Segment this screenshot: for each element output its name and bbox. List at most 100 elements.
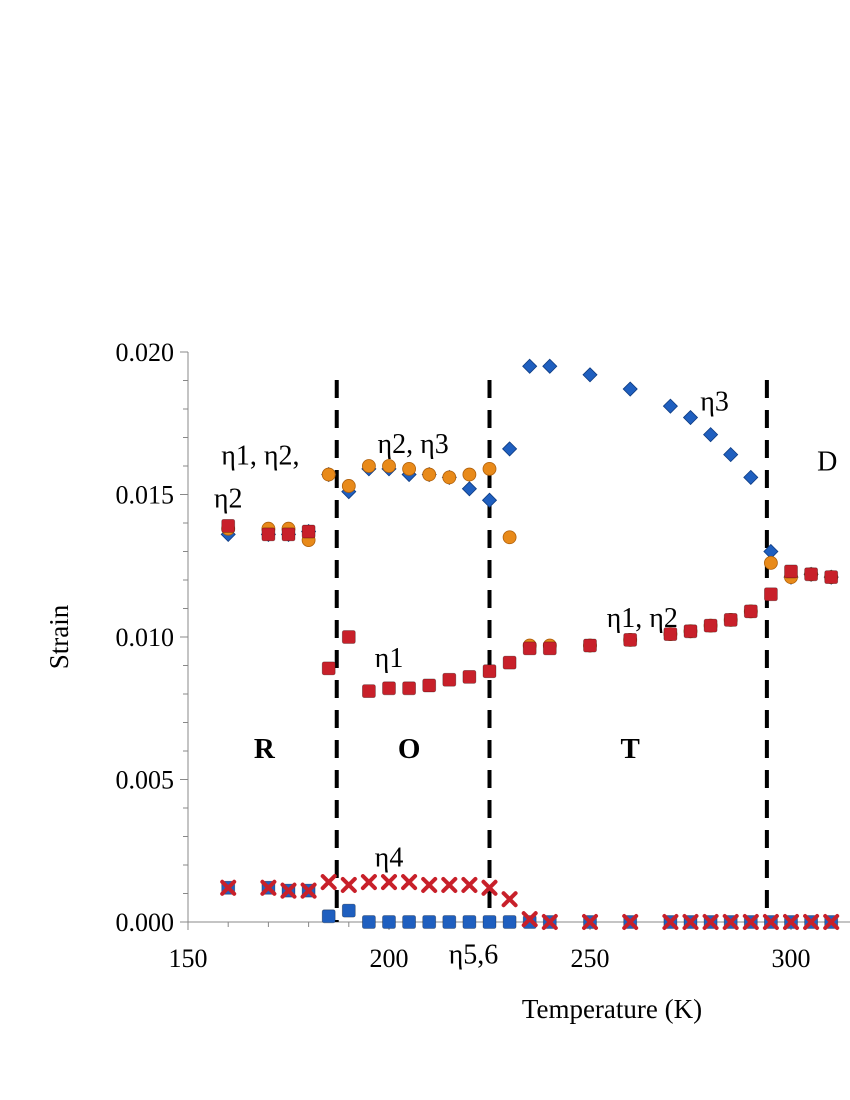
cross-point	[381, 874, 397, 891]
x-tick-label: 250	[571, 944, 610, 973]
square-point	[663, 627, 678, 642]
cross-stroke	[260, 879, 277, 896]
square-point	[462, 670, 477, 684]
square-point	[261, 527, 276, 542]
square-point	[422, 678, 437, 693]
cross-point	[360, 874, 377, 891]
square-point	[281, 527, 296, 542]
diamond-point	[662, 398, 678, 414]
cross-stroke	[622, 914, 639, 930]
cross-point	[461, 876, 478, 893]
chart-labels: η1, η2, η2 η2, η3 η3 η1 η1, η2 η4 η5,6 D R O T	[214, 386, 837, 970]
diamond-point	[461, 481, 477, 497]
square-point	[743, 604, 758, 619]
y-tick-label: 0.005	[116, 766, 175, 795]
cross-stroke	[762, 914, 779, 930]
cross-point	[501, 891, 518, 908]
cross-stroke	[803, 914, 820, 930]
circle-point	[462, 467, 477, 482]
cross-stroke	[461, 876, 478, 893]
cross-stroke	[682, 914, 699, 930]
square-point	[542, 641, 557, 656]
cross-stroke	[521, 911, 538, 928]
series-annotation: η1, η2	[607, 603, 678, 634]
cross-stroke	[280, 882, 297, 899]
square-point	[623, 632, 638, 647]
square-point	[402, 915, 417, 929]
x-tick-label: 300	[772, 944, 811, 973]
diamond-point	[743, 469, 759, 485]
square-point	[482, 915, 497, 929]
cross-stroke	[340, 876, 357, 893]
square-point	[683, 624, 698, 639]
cross-point	[823, 914, 840, 930]
cross-stroke	[541, 914, 558, 930]
circle-point	[502, 530, 517, 545]
circle-point	[482, 461, 497, 476]
diamond-point	[542, 358, 558, 374]
cross-point	[320, 874, 337, 891]
x-tick-label: 200	[370, 944, 409, 973]
series-annotation: η2	[214, 483, 243, 514]
cross-stroke	[360, 874, 377, 891]
cross-point	[783, 914, 799, 930]
x-axis-title: Temperature (K)	[522, 994, 702, 1024]
square-point	[422, 915, 437, 929]
square-point	[382, 681, 396, 696]
cross-stroke	[320, 874, 337, 891]
diamond-point	[481, 492, 498, 508]
cross-stroke	[401, 874, 418, 891]
y-tick-label: 0.010	[116, 623, 175, 652]
cross-point	[722, 914, 739, 930]
cross-stroke	[582, 914, 598, 930]
cross-point	[762, 914, 779, 930]
cross-stroke	[742, 914, 759, 930]
circle-point	[361, 459, 376, 473]
diamond-point	[502, 441, 518, 457]
square-point	[321, 909, 336, 924]
circle-point	[341, 479, 356, 493]
square-point	[824, 570, 839, 585]
square-point	[361, 915, 376, 929]
cross-point	[260, 879, 277, 896]
square-point	[462, 915, 477, 929]
circle-point	[442, 470, 457, 485]
cross-stroke	[662, 914, 679, 930]
circle-point	[422, 467, 437, 482]
diamond-point	[703, 427, 719, 443]
data-marks	[220, 358, 840, 930]
square-point	[804, 567, 818, 582]
circle-point	[402, 461, 417, 476]
cross-point	[662, 914, 679, 930]
square-point	[522, 641, 537, 656]
circle-point	[764, 556, 778, 570]
cross-point	[803, 914, 820, 930]
cross-point	[682, 914, 699, 930]
cross-point	[582, 914, 598, 930]
series-annotation: D	[817, 446, 837, 477]
square-point	[382, 915, 396, 929]
square-point	[442, 672, 457, 687]
circle-point	[382, 459, 396, 473]
cross-point	[280, 882, 297, 899]
y-tick-label: 0.000	[116, 908, 175, 937]
y-tick-label: 0.020	[116, 338, 175, 367]
cross-point	[340, 876, 357, 893]
square-point	[301, 524, 316, 539]
phase-region-label: R	[254, 733, 276, 765]
cross-point	[702, 914, 719, 930]
cross-stroke	[220, 879, 237, 896]
cross-stroke	[823, 914, 840, 930]
diamond-point	[622, 381, 638, 397]
square-point	[361, 684, 376, 699]
axes: 0.000 0.005 0.010 0.015 0.020 150 200 250 300 Tem…	[44, 338, 850, 1024]
cross-stroke	[501, 891, 518, 908]
circle-point	[321, 467, 336, 482]
square-point	[502, 915, 517, 929]
series-annotation: η2, η3	[377, 429, 448, 460]
y-axis-title: Strain	[44, 604, 74, 669]
y-tick-label: 0.015	[116, 481, 175, 510]
series-annotation: η1, η2,	[221, 441, 299, 472]
x-tick-label: 150	[169, 944, 208, 973]
